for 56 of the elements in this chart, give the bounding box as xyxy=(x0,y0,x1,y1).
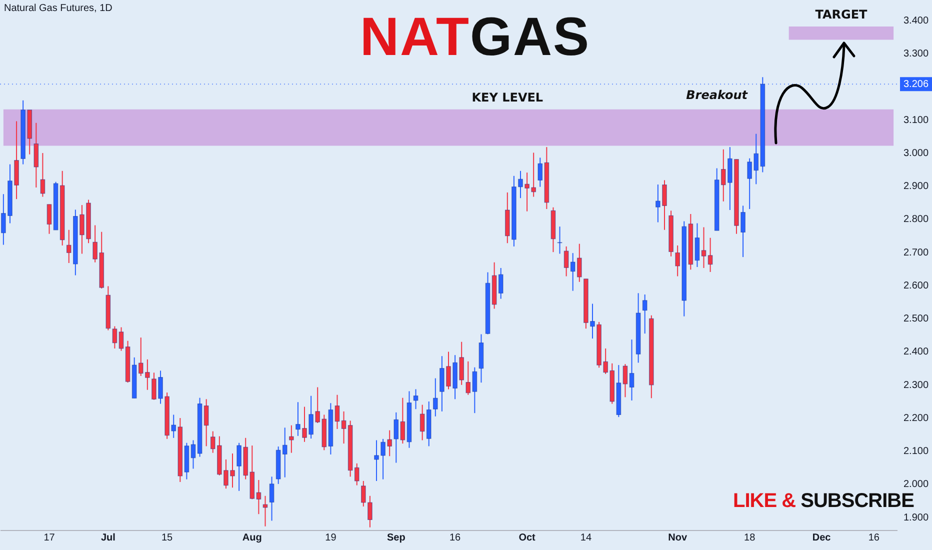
candlestick xyxy=(262,495,268,527)
y-tick-label: 2.800 xyxy=(904,214,929,226)
x-tick-label: 19 xyxy=(325,532,337,544)
y-tick-label: 2.700 xyxy=(904,247,929,258)
x-tick-label: Nov xyxy=(668,532,688,544)
x-tick-label: 14 xyxy=(580,532,592,544)
y-tick-label: 2.400 xyxy=(904,346,929,358)
candlestick xyxy=(288,424,294,454)
candlestick xyxy=(204,398,209,447)
x-tick-label: Jul xyxy=(100,532,116,544)
candlestick xyxy=(413,388,418,410)
candlestick xyxy=(629,339,634,401)
y-tick-label: 2.000 xyxy=(904,479,929,490)
y-tick-label: 1.900 xyxy=(904,512,929,524)
x-tick-label: Sep xyxy=(386,532,406,544)
y-tick-label: 2.600 xyxy=(904,280,929,292)
y-tick-label: 2.100 xyxy=(904,446,929,457)
band-label: TARGET xyxy=(815,8,868,22)
candlestick xyxy=(694,222,700,268)
candlestick xyxy=(40,152,46,198)
candlestick xyxy=(557,226,562,254)
chart-title: NATGAS xyxy=(360,7,590,67)
x-tick-label: Aug xyxy=(242,532,262,544)
y-tick-label: 2.500 xyxy=(904,314,929,324)
candlestick xyxy=(46,204,52,234)
ref-line-label: 3.206 xyxy=(903,79,929,90)
x-tick-label: Dec xyxy=(812,532,832,544)
x-tick-label: 17 xyxy=(44,532,56,544)
candlestick xyxy=(269,476,274,522)
y-tick-label: 2.900 xyxy=(904,181,929,192)
chart-subtitle: Natural Gas Futures, 1D xyxy=(4,3,112,14)
candlestick xyxy=(190,440,196,470)
x-tick-label: Oct xyxy=(518,532,536,544)
candlestick xyxy=(112,326,118,349)
y-tick-label: 3.400 xyxy=(904,15,929,26)
candlestick xyxy=(34,122,39,188)
candlestick xyxy=(118,326,124,352)
y-tick-label: 3.100 xyxy=(904,114,929,126)
y-tick-label: 2.200 xyxy=(904,412,929,424)
candlestick xyxy=(642,294,648,334)
x-tick-label: 15 xyxy=(162,532,174,544)
candlestick xyxy=(334,394,340,430)
candlestick xyxy=(341,410,346,444)
band-label: KEY LEVEL xyxy=(472,90,544,104)
candlestick xyxy=(432,378,438,417)
y-tick-label: 3.300 xyxy=(904,48,929,60)
candlestick xyxy=(701,226,706,268)
candlestick xyxy=(708,237,713,272)
y-tick-label: 2.300 xyxy=(904,380,929,391)
candlestick xyxy=(622,364,628,398)
x-tick-label: 16 xyxy=(449,532,462,544)
y-tick-label: 3.000 xyxy=(904,148,929,159)
x-tick-label: 16 xyxy=(868,532,880,544)
x-tick-label: 18 xyxy=(744,532,756,544)
annotation: LIKE & SUBSCRIBE xyxy=(733,490,914,512)
annotation: Breakout xyxy=(686,88,749,102)
